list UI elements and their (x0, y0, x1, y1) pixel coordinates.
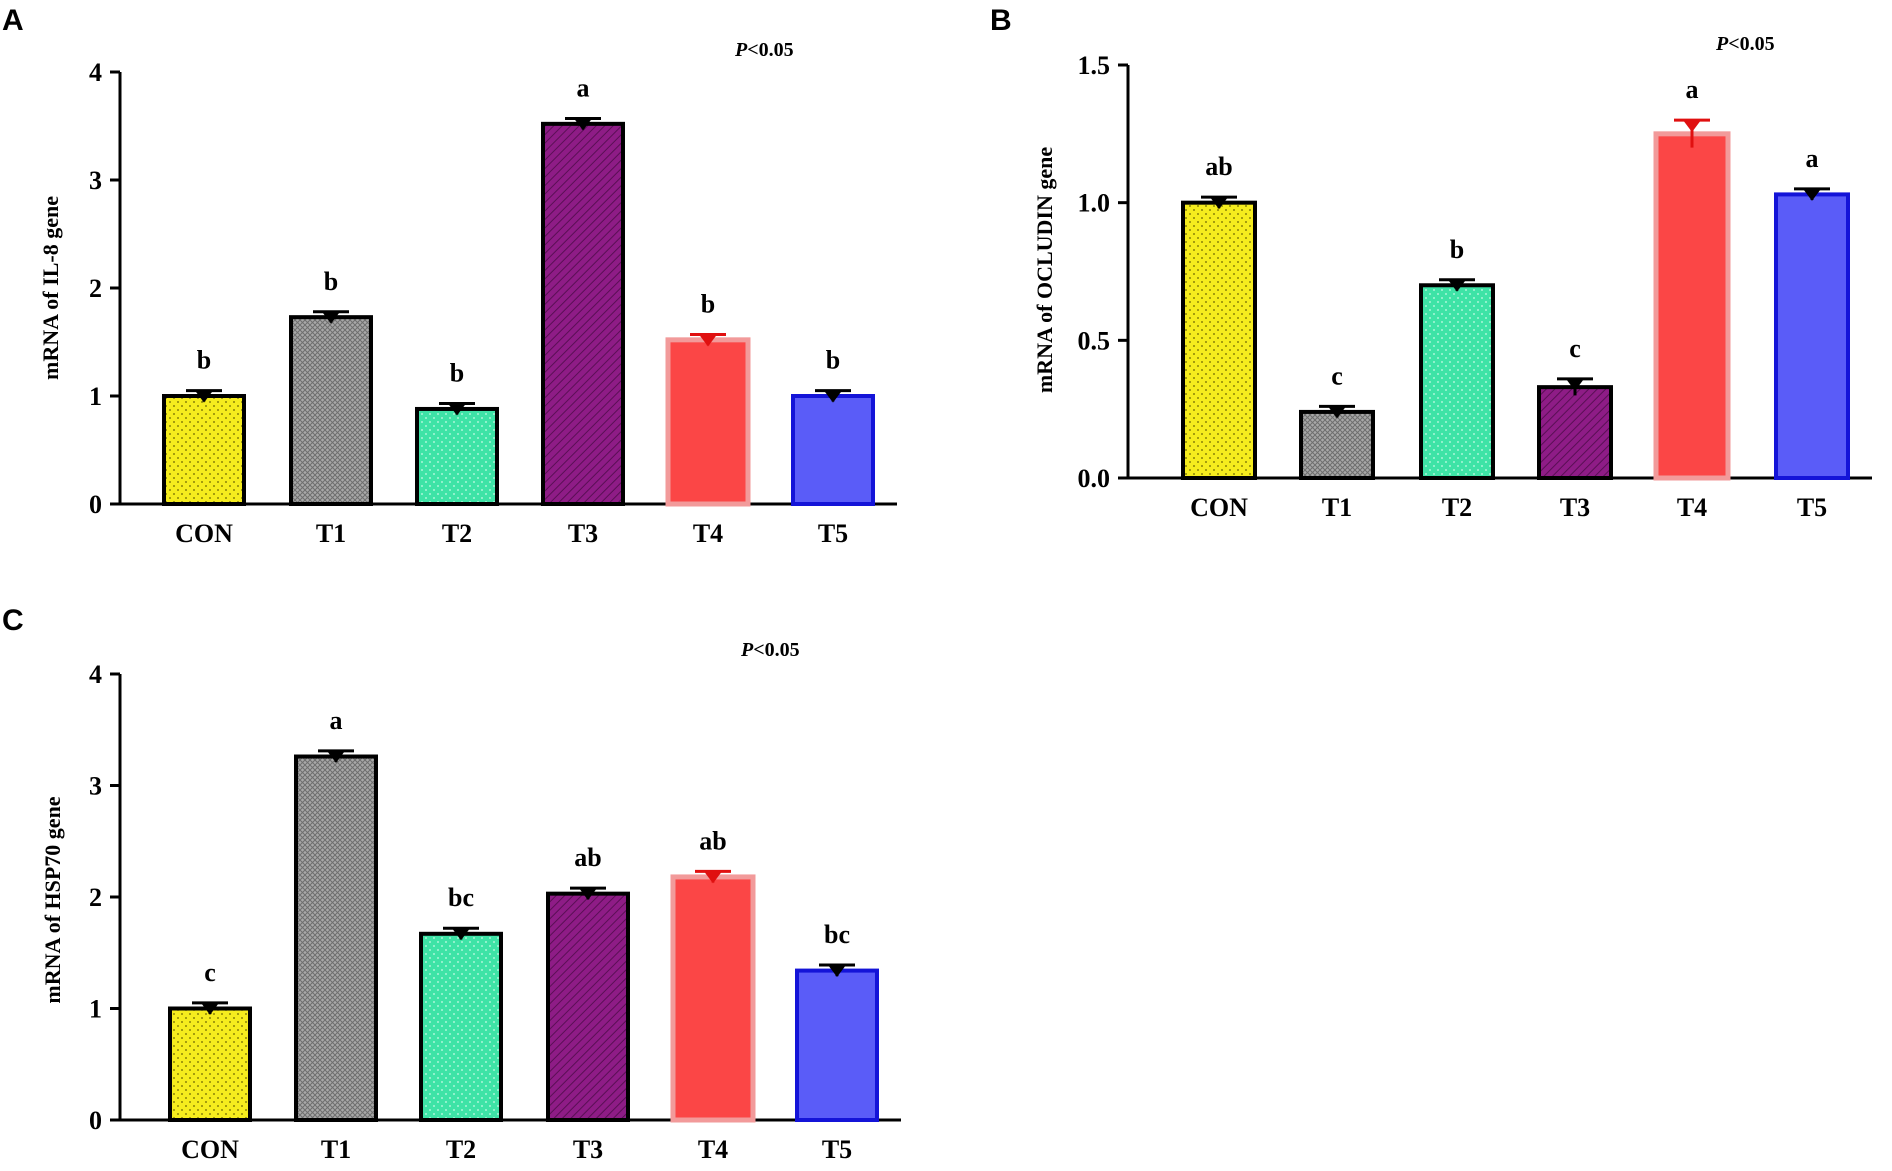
y-tick-label: 0.0 (1078, 464, 1111, 493)
x-tick-label: T5 (818, 519, 848, 548)
significance-letter: a (1686, 75, 1699, 104)
bar-t3 (541, 121, 625, 506)
error-marker (1683, 120, 1701, 133)
panel-letter-b: B (990, 4, 1012, 37)
significance-letter: a (1806, 144, 1819, 173)
significance-letter: bc (824, 920, 850, 949)
y-tick-label: 4 (89, 58, 102, 87)
bar-t5 (795, 968, 879, 1123)
y-axis-label: mRNA of HSP70 gene (40, 796, 65, 1003)
y-tick-label: 1 (89, 382, 102, 411)
x-tick-label: T2 (1442, 493, 1472, 522)
significance-annotation: P<0.05 (1715, 33, 1775, 55)
significance-letter: ab (1205, 152, 1232, 181)
y-tick-label: 1.5 (1078, 51, 1111, 80)
significance-annotation: P<0.05 (740, 639, 800, 661)
x-tick-label: T3 (1560, 493, 1590, 522)
bar-t4 (665, 337, 751, 507)
significance-letter: a (330, 706, 343, 735)
x-tick-label: T1 (316, 519, 346, 548)
significance-letter: b (826, 346, 840, 375)
significance-letter: c (1331, 361, 1343, 390)
bar-t2 (419, 931, 503, 1122)
significance-letter: ab (574, 843, 601, 872)
panel-letter-a: A (2, 4, 24, 37)
error-marker (1210, 197, 1228, 210)
y-tick-label: 0.5 (1078, 326, 1111, 355)
error-marker (828, 965, 846, 978)
y-tick-label: 1 (89, 995, 102, 1024)
y-axis-label: mRNA of IL-8 gene (38, 196, 63, 380)
error-marker (201, 1002, 219, 1015)
error-marker (824, 390, 842, 403)
y-tick-label: 2 (89, 274, 102, 303)
error-marker (195, 390, 213, 403)
y-tick-label: 2 (89, 883, 102, 912)
bar-t3 (1537, 385, 1613, 481)
significance-letter: c (1569, 334, 1581, 363)
x-tick-label: T4 (693, 519, 723, 548)
x-tick-label: CON (175, 519, 233, 548)
error-marker (327, 750, 345, 763)
error-marker (452, 928, 470, 941)
significance-letter: bc (448, 883, 474, 912)
bar-t4 (670, 874, 756, 1123)
error-marker (579, 888, 597, 901)
bar-t1 (289, 315, 373, 506)
bar-t1 (1299, 409, 1375, 481)
x-tick-label: CON (181, 1135, 239, 1164)
bar-t5 (791, 394, 875, 506)
chart-panel-a: 0 1 2 3 4 mRNA of IL-8 gene P<0.05 b CON b T1 b T2 a T… (38, 39, 897, 548)
bar-t2 (415, 406, 499, 506)
error-marker (699, 334, 717, 347)
y-axis-label: mRNA of OCLUDIN gene (1032, 147, 1057, 394)
error-marker (448, 403, 466, 416)
x-tick-label: T2 (442, 519, 472, 548)
error-marker (1328, 406, 1346, 419)
x-tick-label: T5 (1797, 493, 1827, 522)
significance-annotation: P<0.05 (734, 39, 794, 61)
significance-letter: b (450, 359, 464, 388)
significance-letter: b (197, 346, 211, 375)
bar-t3 (546, 891, 630, 1123)
bar-con (162, 394, 246, 506)
x-tick-label: T2 (446, 1135, 476, 1164)
y-tick-label: 4 (89, 660, 102, 689)
significance-letter: ab (699, 826, 726, 855)
error-marker (574, 118, 592, 131)
x-tick-label: T1 (321, 1135, 351, 1164)
x-tick-label: T3 (568, 519, 598, 548)
x-tick-label: T3 (573, 1135, 603, 1164)
y-tick-label: 1.0 (1078, 189, 1111, 218)
y-tick-label: 3 (89, 166, 102, 195)
error-marker (1803, 188, 1821, 201)
significance-letter: b (1450, 235, 1464, 264)
error-marker (322, 311, 340, 324)
panel-letter-c: C (2, 604, 24, 637)
bar-t5 (1774, 192, 1850, 480)
bar-con (168, 1006, 252, 1122)
y-tick-label: 0 (89, 1106, 102, 1135)
significance-letter: b (701, 289, 715, 318)
error-marker (1566, 378, 1584, 391)
x-tick-label: T4 (698, 1135, 728, 1164)
bar-t4 (1653, 131, 1731, 481)
x-tick-label: T4 (1677, 493, 1707, 522)
x-tick-label: T1 (1322, 493, 1352, 522)
bar-t2 (1419, 283, 1495, 480)
y-tick-label: 0 (89, 490, 102, 519)
significance-letter: c (204, 958, 216, 987)
bar-t1 (294, 754, 378, 1122)
significance-letter: a (577, 73, 590, 102)
bar-con (1181, 200, 1257, 481)
x-tick-label: T5 (822, 1135, 852, 1164)
error-marker (1448, 279, 1466, 292)
error-marker (704, 871, 722, 884)
chart-panel-c: 0 1 2 3 4 mRNA of HSP70 gene P<0.05 c CON a T1 bc T2… (40, 639, 901, 1164)
significance-letter: b (324, 267, 338, 296)
y-tick-label: 3 (89, 772, 102, 801)
x-tick-label: CON (1190, 493, 1248, 522)
